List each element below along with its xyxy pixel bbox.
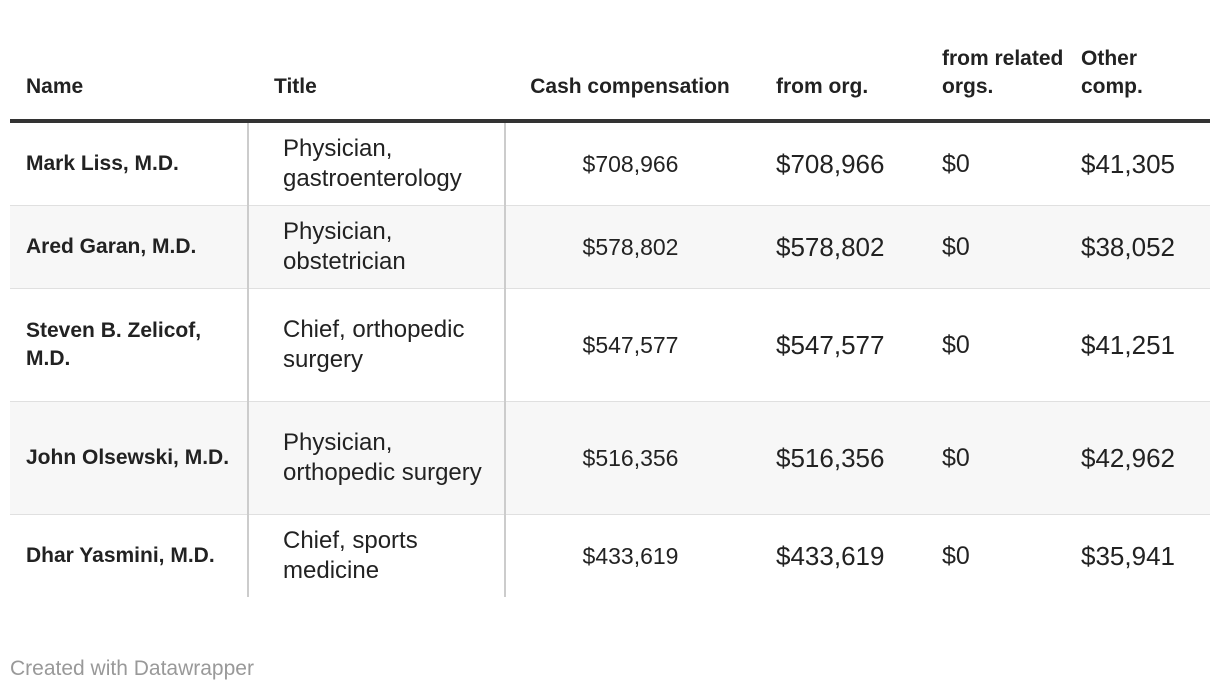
column-header-name[interactable]: Name [10,40,248,123]
compensation-table-container: Name Title Cash compensation from org. f… [10,40,1210,597]
table-row: Ared Garan, M.D. Physician, obstetrician… [10,205,1210,289]
cell-from-related-orgs: $0 [935,401,1074,515]
column-header-from-org[interactable]: from org. [755,40,935,123]
cell-other-comp: $41,305 [1074,121,1210,206]
cell-cash-compensation: $708,966 [505,121,755,206]
cell-title: Physician, gastroenterology [248,121,506,206]
table-row: John Olsewski, M.D. Physician, orthopedi… [10,401,1210,515]
table-row: Mark Liss, M.D. Physician, gastroenterol… [10,121,1210,206]
datawrapper-credit[interactable]: Created with Datawrapper [10,657,254,680]
cell-title: Physician, obstetrician [248,205,506,289]
cell-cash-compensation: $578,802 [505,205,755,289]
cell-name: Dhar Yasmini, M.D. [10,514,249,597]
cell-other-comp: $41,251 [1074,288,1210,402]
cell-other-comp: $38,052 [1074,205,1210,289]
column-header-title[interactable]: Title [248,40,505,123]
cell-other-comp: $42,962 [1074,401,1210,515]
cell-name: Steven B. Zelicof, M.D. [10,288,249,402]
cell-title: Physician, orthopedic surgery [248,401,506,515]
cell-from-related-orgs: $0 [935,121,1074,206]
cell-cash-compensation: $433,619 [582,543,679,569]
table-row: Steven B. Zelicof, M.D. Chief, orthopedi… [10,288,1210,402]
cell-name: John Olsewski, M.D. [10,401,249,515]
cell-cash-compensation: $516,356 [505,401,755,515]
cell-name: Ared Garan, M.D. [10,205,249,289]
cell-title: Chief, sports medicine [248,514,506,597]
column-header-from-related-orgs[interactable]: from related orgs. [935,40,1074,123]
column-header-cash-compensation[interactable]: Cash compensation [505,40,755,123]
column-header-other-comp[interactable]: Other comp. [1074,40,1210,123]
cell-from-org: $547,577 [755,288,935,402]
cell-from-related-orgs: $0 [942,542,970,570]
table-row: Dhar Yasmini, M.D. Chief, sports medicin… [10,514,1210,597]
cell-from-org: $516,356 [755,401,935,515]
cell-from-org: $433,619 [776,541,885,571]
cell-other-comp: $35,941 [1081,541,1175,571]
cell-title: Chief, orthopedic surgery [248,288,506,402]
cell-from-org: $578,802 [755,205,935,289]
cell-name: Mark Liss, M.D. [10,121,249,206]
cell-from-org: $708,966 [755,121,935,206]
table-header-row: Name Title Cash compensation from org. f… [10,40,1210,123]
cell-from-related-orgs: $0 [935,205,1074,289]
cell-from-related-orgs: $0 [935,288,1074,402]
compensation-table: Name Title Cash compensation from org. f… [10,40,1210,597]
cell-cash-compensation: $547,577 [505,288,755,402]
